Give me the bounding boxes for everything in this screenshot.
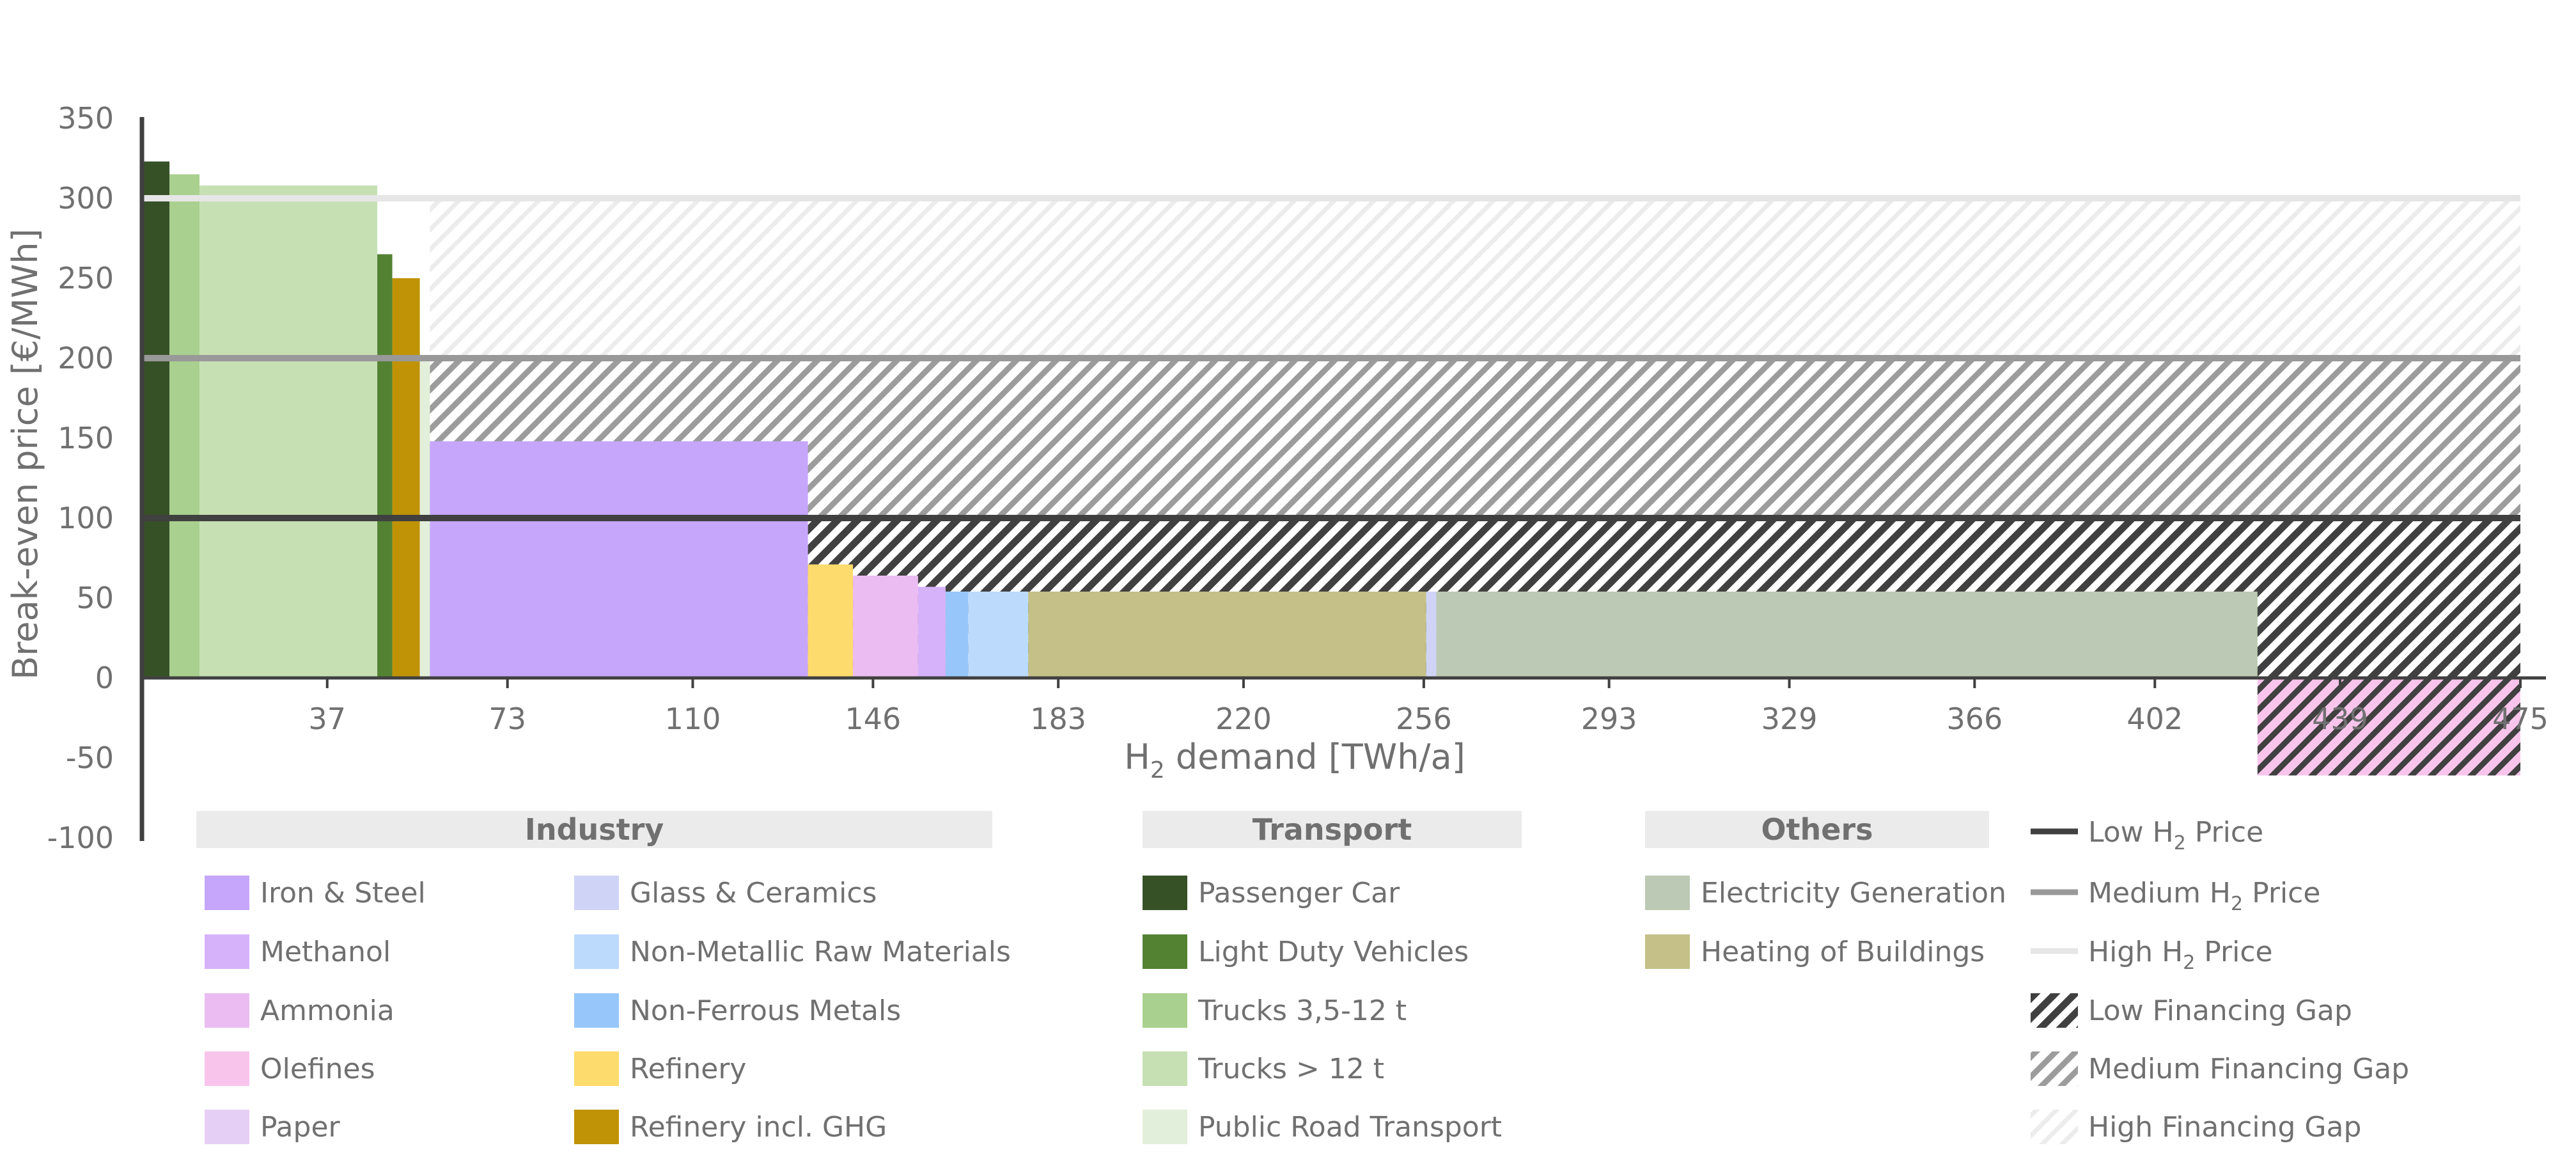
legend-item-label: Passenger Car	[1198, 877, 1400, 909]
y-tick-label: 100	[58, 501, 114, 535]
x-tick-label: 329	[1761, 702, 1818, 736]
bar-heating-of-buildings	[1028, 592, 1426, 678]
legend-swatch	[574, 934, 619, 969]
legend-item-label: Non-Ferrous Metals	[630, 995, 901, 1027]
legend-line-label: Low H2 Price	[2088, 816, 2263, 854]
legend-line-label: Medium H2 Price	[2088, 877, 2320, 915]
legend-line-label: High H2 Price	[2088, 936, 2273, 974]
legend-item-label: Refinery incl. GHG	[630, 1111, 887, 1144]
axes-layer: 350 300 250 200 150 100 50 0 -50 -100 37 73 110 146 18…	[5, 101, 2549, 855]
high-financing-gap-region	[430, 198, 2520, 358]
legend-group-header-bg	[196, 811, 992, 848]
bar-electricity-generation	[1436, 592, 2258, 678]
legend-gap-label: Medium Financing Gap	[2088, 1053, 2409, 1085]
legend-item-label: Methanol	[260, 936, 391, 968]
y-tick-label: -100	[47, 821, 114, 855]
legend-group-heading: Transport	[1253, 812, 1412, 847]
legend-item-label: Olefines	[260, 1053, 375, 1085]
bar-trucks-3-5-12-t	[169, 174, 200, 678]
legend-item-label: Glass & Ceramics	[630, 877, 877, 909]
legend-swatch	[1143, 1110, 1187, 1144]
y-tick-label: 150	[58, 421, 114, 455]
legend: Industry Iron & Steel Methanol Ammonia Olefi…	[196, 811, 2409, 1144]
legend-gap-label: High Financing Gap	[2088, 1111, 2361, 1144]
bar-non-ferrous-metals	[945, 592, 969, 678]
legend-pattern-swatch	[2031, 1051, 2078, 1086]
bar-non-metallic-raw-materials	[968, 592, 1029, 678]
y-tick-label: 200	[58, 341, 114, 375]
x-tick-label: 220	[1215, 702, 1272, 736]
legend-group-header-bg	[1143, 811, 1522, 848]
legend-swatch	[574, 1051, 619, 1086]
bar-methanol	[917, 586, 946, 678]
bar-ammonia	[853, 576, 918, 678]
legend-swatch	[205, 993, 249, 1028]
legend-swatch	[1143, 993, 1187, 1028]
bar-glass-ceramics	[1426, 592, 1437, 678]
legend-group-header-bg	[1645, 811, 1989, 848]
x-tick-label: 293	[1581, 702, 1637, 736]
bar-olefines	[2257, 678, 2520, 776]
legend-item-label: Trucks 3,5-12 t	[1198, 995, 1407, 1027]
legend-gap-label: Low Financing Gap	[2088, 995, 2352, 1027]
legend-swatch	[205, 1110, 249, 1144]
legend-swatch	[1645, 934, 1690, 969]
x-tick-label: 402	[2127, 702, 2183, 736]
legend-item-label: Refinery	[630, 1053, 746, 1085]
y-tick-label: 300	[58, 181, 114, 216]
legend-swatch	[205, 1051, 249, 1086]
legend-swatch	[1143, 934, 1187, 969]
y-axis-label: Break-even price [€/MWh]	[5, 228, 45, 679]
legend-swatch	[1645, 876, 1690, 910]
legend-item-label: Iron & Steel	[260, 877, 426, 909]
legend-item-label: Light Duty Vehicles	[1198, 936, 1469, 968]
x-tick-label: 475	[2492, 702, 2549, 736]
y-tick-label: 250	[58, 261, 114, 295]
legend-group-heading: Industry	[525, 812, 664, 847]
legend-swatch	[574, 1110, 619, 1144]
legend-item-label: Ammonia	[260, 995, 394, 1027]
legend-pattern-swatch	[2031, 993, 2078, 1028]
bar-passenger-car	[142, 161, 170, 678]
y-tick-label: -50	[66, 741, 114, 775]
x-axis-label: H2 demand [TWh/a]	[1124, 737, 1465, 783]
bar-refinery-incl-ghg	[392, 278, 420, 678]
x-tick-label: 110	[665, 702, 721, 736]
x-tick-label: 73	[488, 702, 526, 736]
legend-item-label: Paper	[260, 1111, 341, 1144]
bar-light-duty-vehicles	[377, 254, 393, 678]
legend-item-label: Public Road Transport	[1198, 1111, 1502, 1144]
y-tick-label: 350	[58, 101, 114, 136]
legend-swatch	[205, 934, 249, 969]
legend-item-label: Non-Metallic Raw Materials	[630, 936, 1011, 968]
legend-swatch	[1143, 1051, 1187, 1086]
x-tick-label: 146	[845, 702, 902, 736]
x-tick-label: 37	[308, 702, 346, 736]
bar-iron-steel	[430, 441, 808, 678]
legend-group-heading: Others	[1761, 812, 1873, 847]
bar-trucks-12-t	[199, 185, 378, 678]
legend-item-label: Heating of Buildings	[1701, 936, 1985, 968]
y-tick-label: 0	[95, 661, 114, 695]
x-tick-label: 256	[1396, 702, 1452, 736]
legend-pattern-swatch	[2031, 1110, 2078, 1144]
price-lines-layer	[142, 195, 2520, 521]
legend-item-label: Electricity Generation	[1701, 877, 2006, 909]
legend-swatch	[1143, 876, 1187, 910]
legend-item-label: Trucks > 12 t	[1198, 1053, 1384, 1085]
x-tick-label: 439	[2312, 702, 2368, 736]
bar-refinery	[808, 564, 854, 678]
y-tick-label: 50	[76, 581, 114, 615]
legend-swatch	[205, 876, 249, 910]
x-tick-label: 183	[1030, 702, 1086, 736]
x-tick-label: 366	[1946, 702, 2002, 736]
legend-swatch	[574, 993, 619, 1028]
legend-swatch	[574, 876, 619, 910]
